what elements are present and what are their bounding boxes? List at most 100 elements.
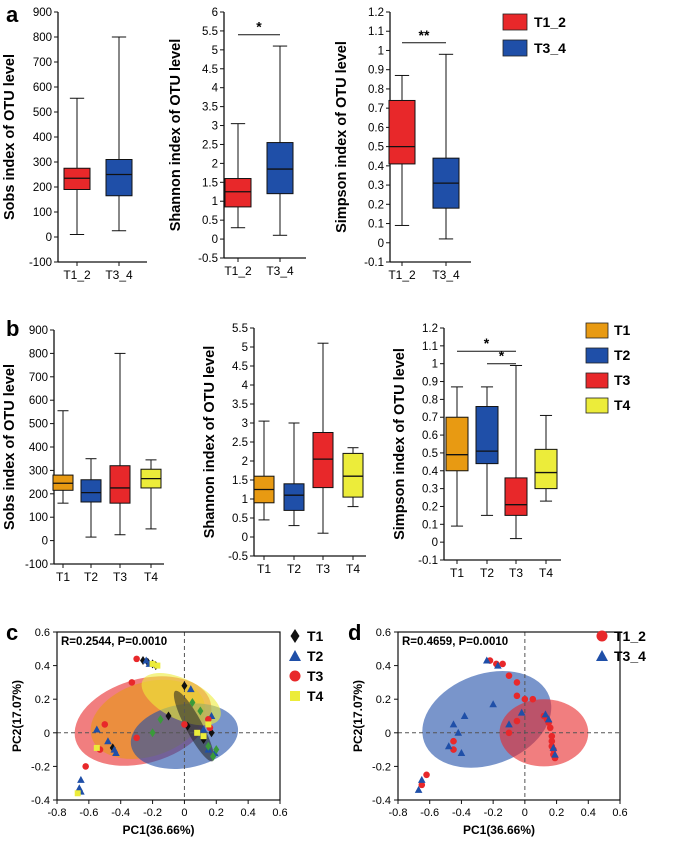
y-tick-label: 1.1 xyxy=(422,341,438,353)
point-T1green xyxy=(210,751,217,761)
boxplot-a-simpson: -0.1 0 0.1 0.2 0.3 0.4 0.5 0.6 0.7 0.8 0.9 1 1.1 1.2 S… xyxy=(334,7,471,282)
point-T3_4 xyxy=(541,710,550,718)
y-tick-label: 800 xyxy=(33,32,52,44)
legend-marker-T1_2 xyxy=(596,630,608,642)
point-T3_4 xyxy=(544,715,553,723)
point-T1_2 xyxy=(548,732,556,740)
legend-marker-T3 xyxy=(289,670,301,682)
point-T4 xyxy=(205,721,212,728)
box-T3 xyxy=(312,432,334,489)
legend-item-T2: T2 xyxy=(289,648,324,664)
confidence-ellipse-T1_2 xyxy=(499,699,589,767)
y-tick-label: -100 xyxy=(25,559,48,571)
point-T3_4 xyxy=(417,775,426,783)
point-T3_4 xyxy=(494,661,502,669)
point-T3_4 xyxy=(457,748,466,756)
legend-label-T2: T2 xyxy=(307,648,324,664)
y-tick-label: 0.8 xyxy=(422,394,438,406)
y-tick-label: 0.2 xyxy=(376,694,391,706)
point-T3 xyxy=(181,721,188,728)
y-tick-label: 0.5 xyxy=(368,142,384,154)
y-tick-label: 200 xyxy=(33,182,52,194)
plot-frame xyxy=(397,631,621,801)
y-tick-label: -0.1 xyxy=(418,555,438,567)
y-tick-label: 1 xyxy=(378,45,384,57)
point-T3_4 xyxy=(489,700,497,708)
point-T2 xyxy=(104,737,112,745)
point-T3 xyxy=(133,734,140,742)
y-tick-label: 0.3 xyxy=(368,180,384,192)
x-tick-label-T3: T3 xyxy=(113,570,127,584)
box-T4 xyxy=(342,452,364,498)
box-T1_2 xyxy=(224,178,252,208)
x-tick-label-T3: T3 xyxy=(509,566,523,580)
x-tick-label: -0.4 xyxy=(452,807,471,819)
y-axis-label: Sobs index of OTU level xyxy=(2,364,18,530)
y-axis-label: Sobs index of OTU level xyxy=(2,54,18,220)
box-T2 xyxy=(283,483,305,511)
y-tick-label: 1.2 xyxy=(368,7,384,19)
x-tick-label-T1_2: T1_2 xyxy=(224,264,252,278)
point-T4 xyxy=(194,729,201,736)
point-T1green xyxy=(213,745,220,755)
x-tick-label-T3_4: T3_4 xyxy=(266,264,294,278)
point-T4 xyxy=(93,744,100,751)
y-tick-label: 0.7 xyxy=(368,103,384,115)
y-tick-label: -0.4 xyxy=(372,795,391,807)
y-tick-label: 0.2 xyxy=(422,501,438,513)
legend-label-t1: T1 xyxy=(614,322,631,338)
panel-label-d: d xyxy=(348,620,361,645)
y-axis-label: Shannon index of OTU level xyxy=(202,346,218,539)
y-tick-label: 900 xyxy=(33,7,52,19)
x-tick-label: 0.6 xyxy=(272,807,287,819)
point-T3_4 xyxy=(444,742,453,750)
point-T3_4 xyxy=(505,720,513,728)
plot-frame xyxy=(56,631,281,801)
y-tick-label: 5 xyxy=(212,45,218,57)
boxplot-b-simpson: -0.1 0 0.1 0.2 0.3 0.4 0.5 0.6 0.7 0.8 0.9 1 1.1 1.2 S… xyxy=(392,323,561,580)
y-tick-label: 1.5 xyxy=(232,475,248,487)
legend-label-t4: T4 xyxy=(614,397,631,413)
x-tick-label: 0.6 xyxy=(612,807,627,819)
legend-swatch-t2 xyxy=(585,347,609,364)
x-tick-label-T3_4: T3_4 xyxy=(432,268,460,282)
y-tick-label: 3.5 xyxy=(232,399,248,411)
significance-label: * xyxy=(484,335,490,351)
point-T1 xyxy=(181,681,188,691)
point-T3_4 xyxy=(460,712,469,719)
point-T1_2 xyxy=(513,717,521,725)
point-T3_4 xyxy=(454,728,463,736)
point-T1_2 xyxy=(423,771,430,779)
y-tick-label: 5.5 xyxy=(202,26,218,38)
y-tick-label: 0.5 xyxy=(422,448,438,460)
x-tick-label-T2: T2 xyxy=(287,562,301,576)
y-tick-label: -0.4 xyxy=(31,795,50,807)
x-tick-label: -0.8 xyxy=(48,807,67,819)
point-T3_4 xyxy=(551,750,559,758)
legend-label-t2: T2 xyxy=(614,347,631,363)
point-T3 xyxy=(101,721,109,728)
y-tick-label: 1 xyxy=(432,359,438,371)
x-tick-label-T4: T4 xyxy=(144,570,158,584)
y-tick-label: 0 xyxy=(385,728,391,740)
point-T1_2 xyxy=(546,724,554,732)
point-T1_2 xyxy=(450,746,457,753)
point-T1_2 xyxy=(529,695,537,703)
legend-marker-T4 xyxy=(290,691,300,701)
x-tick-label: -0.2 xyxy=(143,807,162,819)
legend-item-T1_2: T1_2 xyxy=(596,628,646,644)
y-tick-label: -0.2 xyxy=(372,761,391,773)
point-T2 xyxy=(142,656,150,664)
scatter-c-pca: -0.8 -0.6 -0.4 -0.2 0 0.2 0.4 0.6 -0.4 -0.2 0 0.2 0.… xyxy=(10,627,324,837)
point-T1_2 xyxy=(505,729,513,737)
point-T3 xyxy=(82,763,89,770)
box-T3_4 xyxy=(266,142,294,195)
point-T1green xyxy=(149,728,156,738)
x-tick-label: -0.4 xyxy=(111,807,130,819)
box-T3 xyxy=(109,465,131,504)
box-T1 xyxy=(445,416,469,472)
legend-swatch-t3 xyxy=(585,372,609,389)
y-tick-label: 6 xyxy=(212,7,218,19)
y-tick-label: 600 xyxy=(33,82,52,94)
